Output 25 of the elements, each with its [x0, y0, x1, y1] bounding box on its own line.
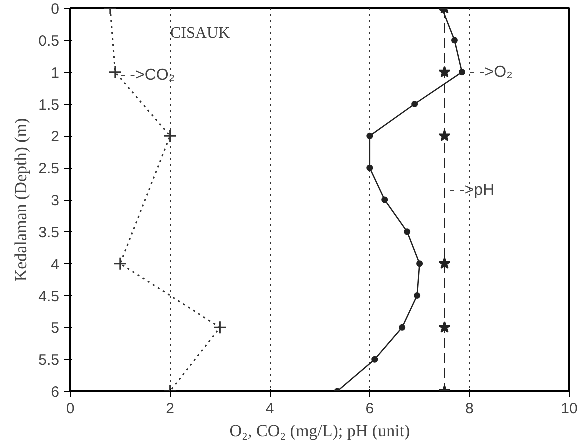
y-tick-label: 2.5	[38, 160, 60, 178]
y-tick-label: 6	[51, 384, 60, 401]
x-tick-label: 2	[166, 400, 174, 418]
x-axis-title: O₂, CO₂ (mg/L); pH (unit)	[230, 422, 410, 440]
y-tick-label: 3	[51, 192, 60, 210]
annotation: - ->pH	[450, 182, 495, 199]
y-tick-label: 5	[51, 320, 60, 338]
x-tick-label: 10	[561, 400, 578, 418]
y-axis-title: Kedalaman (Depth) (m)	[12, 118, 31, 282]
y-tick-label: 3.5	[38, 224, 60, 242]
y-tick-label: 2	[51, 128, 60, 146]
y-tick-label: 1	[51, 64, 60, 82]
y-tick-label: 1.5	[38, 96, 60, 114]
y-tick-label: 0	[51, 1, 60, 18]
x-tick-label: 6	[366, 400, 374, 418]
y-tick-label: 5.5	[38, 352, 60, 370]
y-tick-label: 4	[51, 256, 60, 274]
annotation: - ->CO₂	[120, 67, 176, 84]
x-tick-label: 8	[466, 400, 474, 418]
y-tick-label: 0.5	[38, 32, 60, 50]
x-tick-label: 0	[66, 400, 75, 418]
annotation: - ->O₂	[470, 64, 513, 81]
y-tick-label: 4.5	[38, 288, 60, 306]
annotation: CISAUK	[170, 25, 231, 42]
x-tick-label: 4	[266, 400, 274, 418]
